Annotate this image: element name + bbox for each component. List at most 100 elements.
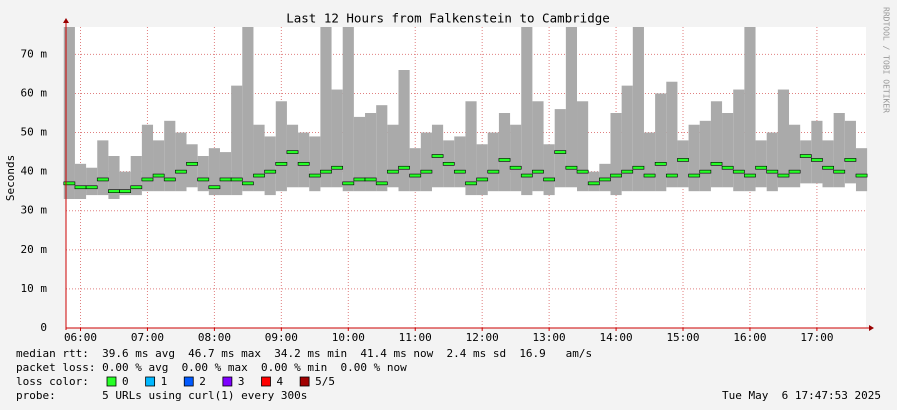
y-tick-label: 60 m (21, 86, 48, 99)
median (375, 181, 388, 186)
smoke-range (643, 132, 656, 192)
smoke-range (253, 124, 265, 192)
smoke-range (342, 27, 354, 192)
median (610, 173, 622, 178)
axis-arrow (869, 325, 874, 331)
median (387, 169, 399, 174)
smoke-range (130, 156, 142, 196)
median (632, 165, 645, 170)
smoke-range (666, 81, 678, 188)
median (253, 173, 265, 178)
median (286, 150, 299, 154)
x-tick-label: 06:00 (64, 331, 97, 344)
smoke-range (74, 163, 87, 199)
smoke-range (320, 27, 332, 188)
median (509, 165, 522, 170)
smoke-range (722, 113, 734, 188)
median (442, 162, 455, 166)
smoke-range (454, 136, 466, 188)
smoke-range (789, 124, 801, 188)
x-tick-label: 07:00 (131, 331, 164, 344)
smoke-range (86, 167, 98, 196)
smoke-range (353, 116, 366, 192)
smoke-range (398, 70, 410, 192)
smoke-range (409, 148, 421, 192)
median (543, 177, 556, 182)
median (699, 169, 712, 174)
smoke-range (387, 124, 399, 188)
stats-line: packet loss: 0.00 % avg 0.00 % max 0.00 … (16, 361, 407, 374)
smoke-range (699, 120, 711, 192)
y-tick-label: 40 m (21, 165, 48, 178)
median (654, 162, 667, 166)
smoke-range (822, 140, 834, 188)
smoke-range (242, 27, 254, 192)
median (576, 169, 589, 174)
smoke-range (777, 89, 790, 188)
median (96, 177, 109, 182)
median (241, 181, 254, 186)
median (621, 169, 634, 174)
smoke-range (621, 85, 633, 192)
smoke-range (688, 124, 700, 192)
median (420, 169, 433, 174)
y-axis-label: Seconds (4, 155, 17, 201)
median (431, 154, 444, 158)
smoke-range (710, 101, 723, 188)
chart-title: Last 12 Hours from Falkenstein to Cambri… (286, 11, 610, 26)
median (275, 162, 288, 166)
median (175, 169, 187, 174)
median (208, 185, 221, 190)
smoke-range (766, 132, 778, 192)
smoke-range (565, 27, 578, 188)
median (476, 177, 489, 182)
legend-label: 4 (277, 375, 284, 388)
x-tick-label: 16:00 (733, 331, 766, 344)
median (85, 185, 98, 190)
median (487, 169, 500, 174)
median (532, 169, 544, 174)
median (197, 177, 210, 182)
median (643, 173, 656, 178)
median (721, 165, 734, 170)
median (520, 173, 533, 178)
smoke-range (733, 89, 745, 192)
smoke-range (532, 101, 544, 192)
smoke-range (744, 27, 756, 192)
smoke-range (365, 113, 377, 192)
smoke-range (208, 148, 220, 196)
x-tick-label: 13:00 (533, 331, 566, 344)
y-tick-label: 70 m (21, 47, 48, 60)
smoke-range (521, 27, 533, 196)
legend-label: 3 (238, 375, 245, 388)
smoke-range (331, 89, 343, 188)
median (599, 177, 611, 182)
legend-label: 1 (161, 375, 168, 388)
smoke-range (275, 101, 287, 192)
median (788, 169, 801, 174)
median (230, 177, 243, 182)
legend-swatch (183, 376, 194, 387)
median (186, 162, 198, 166)
side-label: RRDTOOL / TOBI OETIKER (882, 7, 891, 113)
smoke-range (844, 120, 856, 184)
median (777, 173, 790, 178)
median (398, 165, 410, 170)
x-tick-label: 12:00 (466, 331, 499, 344)
median (822, 165, 834, 170)
smoke-range (264, 136, 276, 196)
probe: probe: 5 URLs using curl(1) every 300s (16, 389, 307, 402)
median (587, 181, 600, 186)
median (744, 173, 756, 178)
smoke-range (465, 101, 477, 196)
smoke-range (610, 113, 622, 196)
median (766, 169, 779, 174)
legend-label: 0 (122, 375, 129, 388)
smoke-range (175, 132, 187, 192)
median (130, 185, 143, 190)
median (554, 150, 567, 154)
median (665, 173, 678, 178)
smoke-range (554, 109, 566, 188)
smoke-range (231, 85, 243, 196)
